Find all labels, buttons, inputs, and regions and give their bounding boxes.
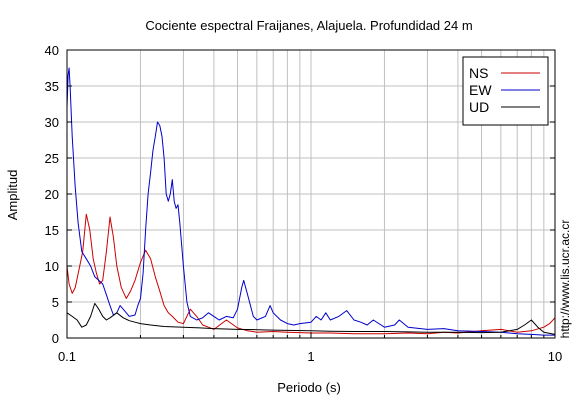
- x-tick-label: 1: [307, 349, 314, 364]
- legend-label-ud: UD: [469, 99, 489, 115]
- website-credit: http://www.lis.ucr.ac.cr: [558, 220, 572, 339]
- y-tick-label: 0: [52, 331, 59, 346]
- y-tick-label: 5: [52, 295, 59, 310]
- legend-label-ns: NS: [469, 65, 488, 81]
- series-line-ns: [66, 213, 556, 335]
- series-line-ud: [66, 302, 556, 335]
- y-tick-label: 35: [45, 79, 59, 94]
- x-tick-label: 10: [548, 349, 562, 364]
- series-lines: [66, 67, 556, 336]
- series-line-ew: [66, 67, 555, 336]
- y-tick-label: 20: [45, 187, 59, 202]
- chart-title: Cociente espectral Fraijanes, Alajuela. …: [145, 18, 472, 33]
- legend-box: [462, 56, 549, 126]
- y-tick-label: 10: [45, 259, 59, 274]
- y-axis-label: Amplitud: [5, 170, 20, 221]
- x-tick-label: 0.1: [58, 349, 76, 364]
- y-tick-label: 30: [45, 115, 59, 130]
- y-tick-label: 40: [45, 43, 59, 58]
- axis-ticks: 0 5 10 15 20 25 30 35 40 0.1 1 10: [45, 43, 563, 364]
- y-tick-label: 15: [45, 223, 59, 238]
- y-tick-label: 25: [45, 151, 59, 166]
- legend-label-ew: EW: [469, 82, 492, 98]
- grid-lines: [67, 50, 555, 338]
- x-axis-label: Periodo (s): [277, 380, 341, 395]
